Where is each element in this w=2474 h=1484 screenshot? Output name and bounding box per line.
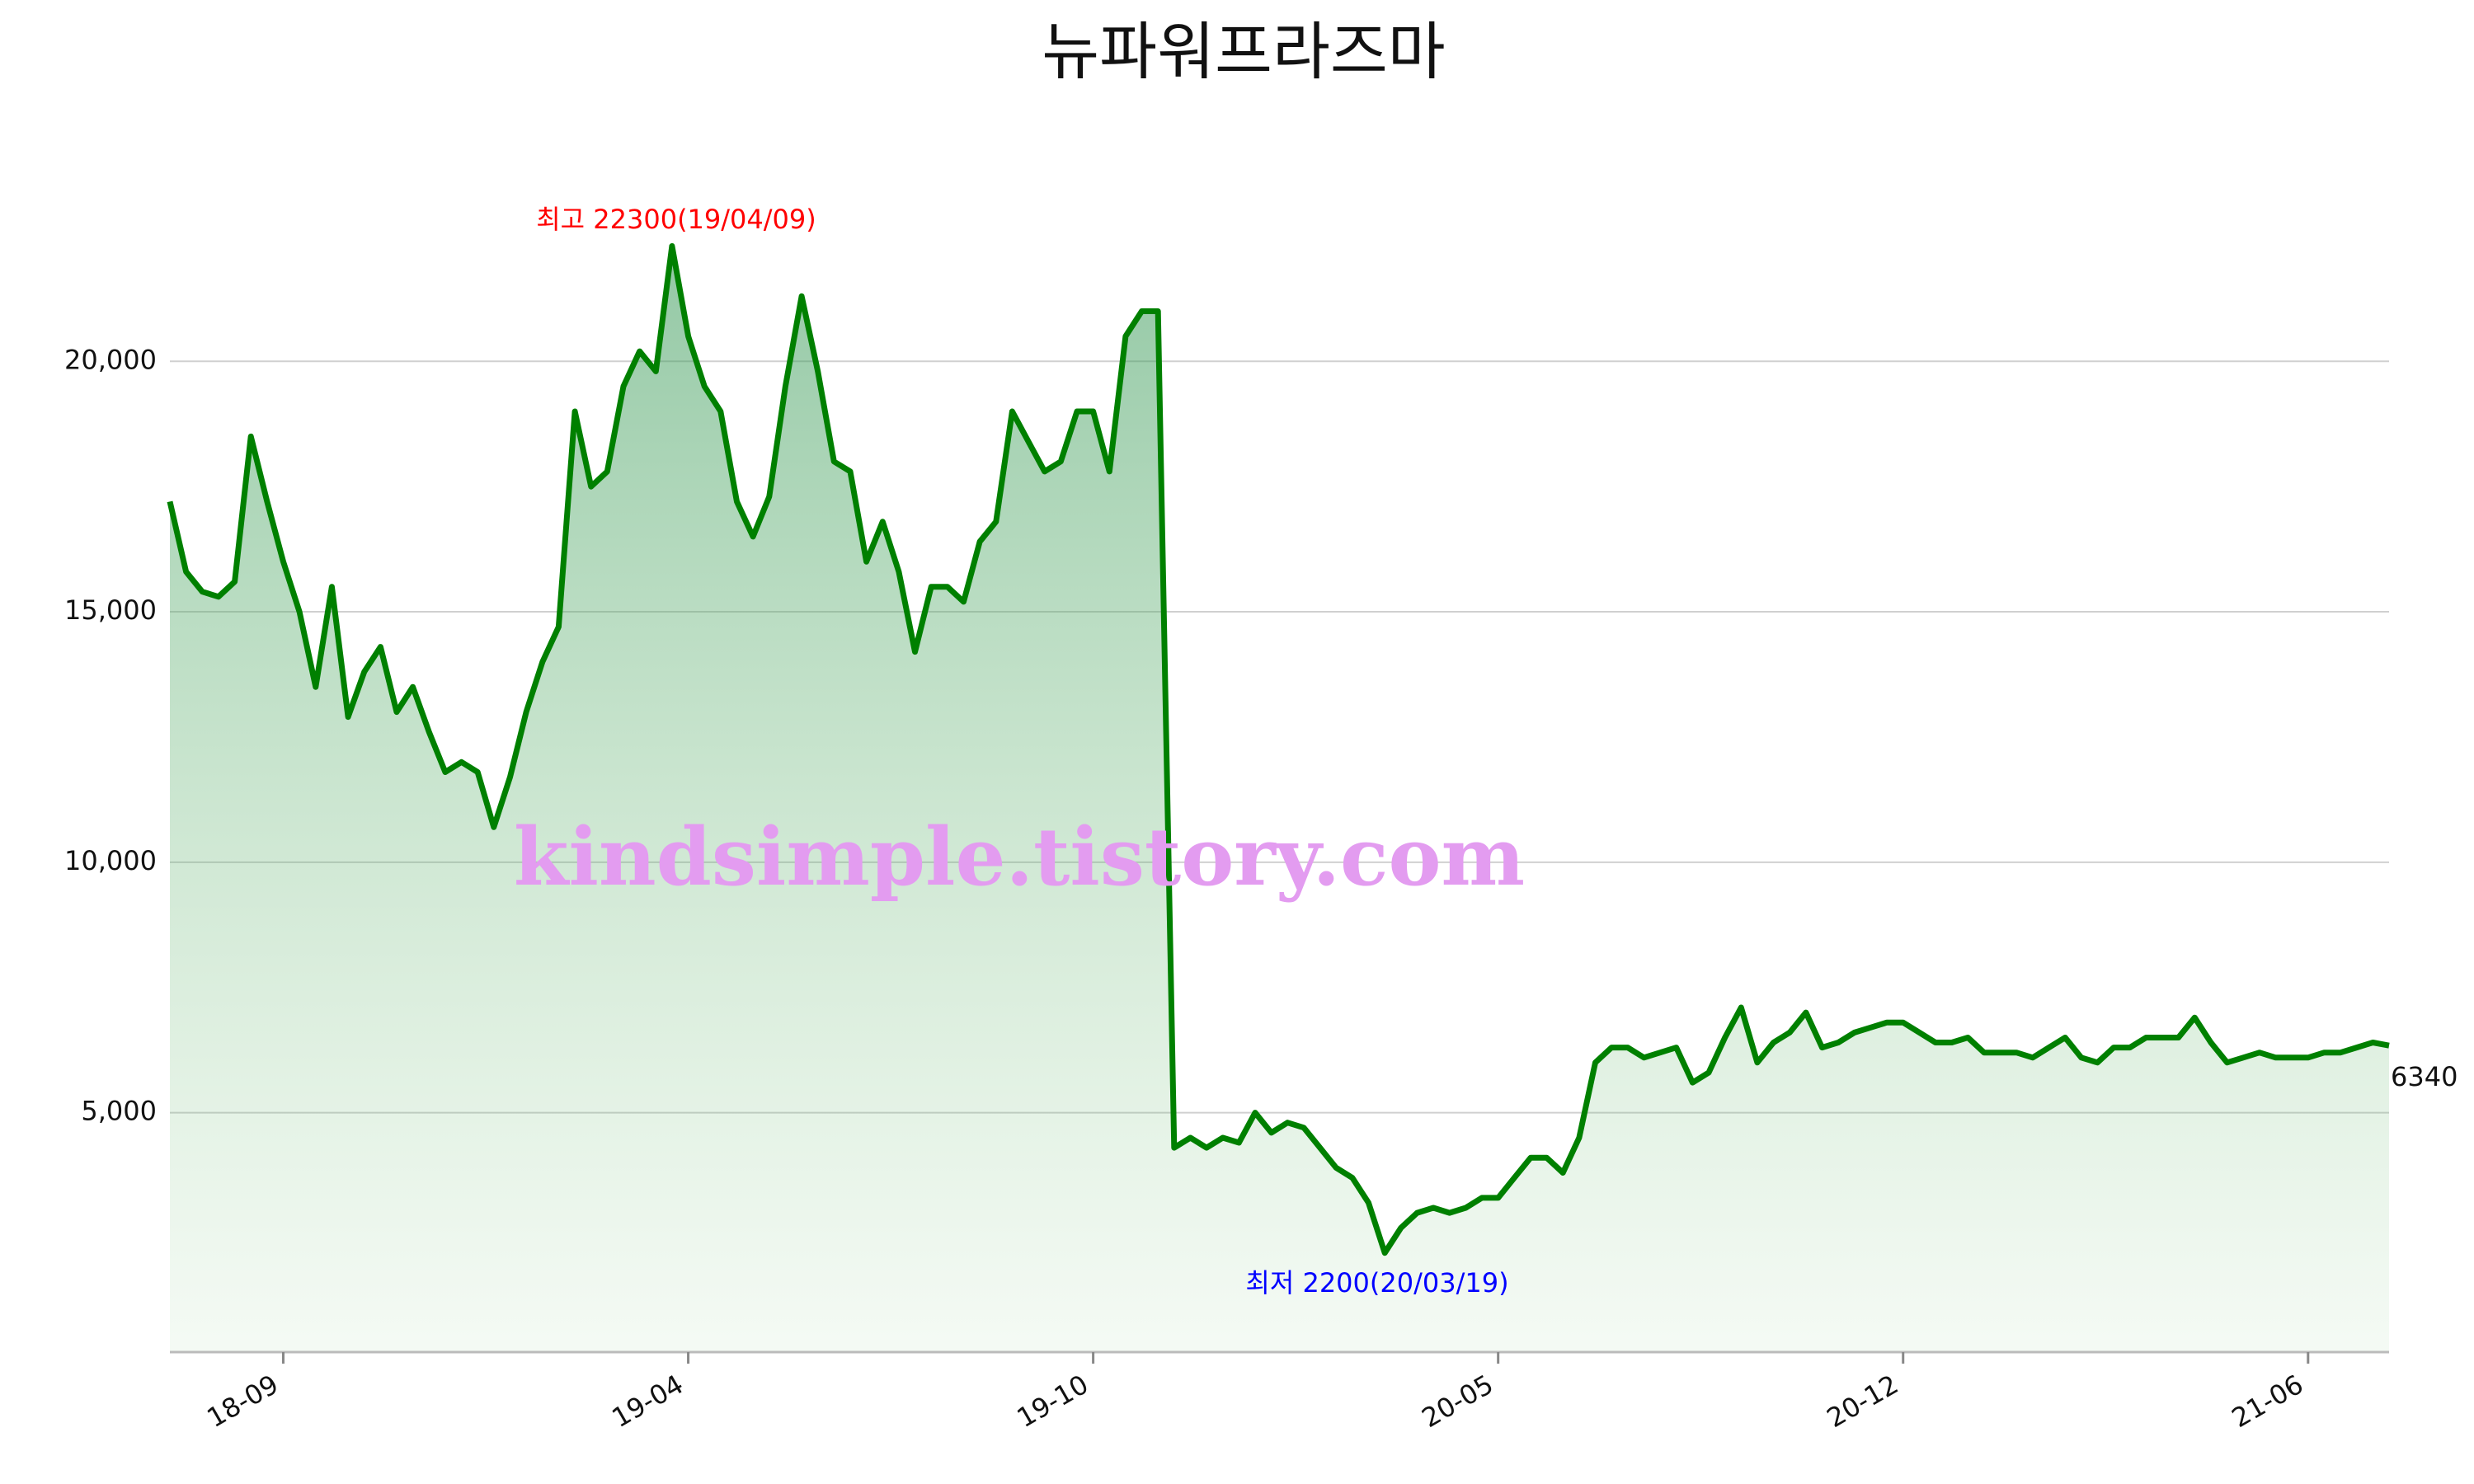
- price-line: [167, 243, 2390, 1256]
- x-tick-label: 19-10: [1012, 1369, 1094, 1434]
- x-tick-label: 20-12: [1822, 1369, 1904, 1434]
- y-tick-label: 5,000: [81, 1096, 157, 1127]
- max-annotation: 최고 22300(19/04/09): [536, 204, 816, 235]
- min-annotation: 최저 2200(20/03/19): [1245, 1267, 1508, 1298]
- y-tick-label: 15,000: [64, 594, 157, 626]
- plot: 6340: [167, 243, 2458, 1352]
- last-value-label: 6340: [2391, 1061, 2458, 1092]
- y-tick-label: 20,000: [64, 344, 157, 375]
- x-tick-label: 21-06: [2227, 1369, 2309, 1434]
- area: [170, 246, 2389, 1352]
- x-tick-label: 19-04: [607, 1369, 689, 1434]
- y-tick-label: 10,000: [64, 845, 157, 876]
- watermark: kindsimple.tistory.com: [514, 810, 1525, 904]
- chart-title: 뉴파워프라즈마: [1042, 15, 1445, 88]
- x-tick-label: 20-05: [1417, 1369, 1499, 1434]
- x-tick-label: 18-09: [201, 1369, 284, 1434]
